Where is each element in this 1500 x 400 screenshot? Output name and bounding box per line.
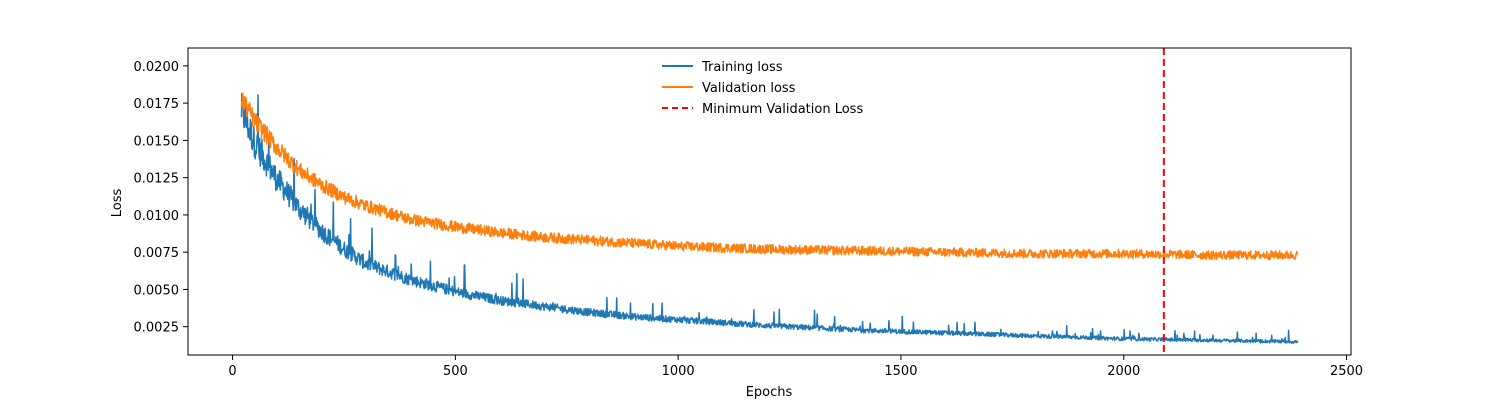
x-tick-label: 0 [228, 364, 236, 379]
x-tick-label: 1000 [662, 364, 695, 379]
x-axis-label: Epochs [746, 385, 793, 400]
x-tick-label: 500 [443, 364, 468, 379]
x-tick-label: 2500 [1330, 364, 1363, 379]
y-tick-label: 0.0050 [134, 283, 180, 298]
training-loss-line [240, 92, 1299, 344]
y-tick-label: 0.0175 [134, 97, 180, 112]
plot-area [188, 48, 1351, 355]
series-layer [240, 48, 1299, 355]
legend-label-min-val: Minimum Validation Loss [702, 102, 863, 117]
validation-loss-line [240, 92, 1299, 261]
x-tick-label: 1500 [884, 364, 917, 379]
y-tick-label: 0.0075 [134, 246, 180, 261]
y-axis-ticks: 0.0025 0.0050 0.0075 0.0100 0.0125 0.0150 0.01… [134, 60, 188, 336]
legend-label-validation: Validation loss [702, 81, 796, 96]
y-tick-label: 0.0100 [134, 209, 180, 224]
y-tick-label: 0.0200 [134, 60, 180, 75]
axes-frame [187, 47, 1352, 356]
y-tick-label: 0.0150 [134, 134, 180, 149]
y-tick-label: 0.0025 [134, 321, 180, 336]
y-axis-label: Loss [110, 189, 125, 218]
x-tick-label: 2000 [1107, 364, 1140, 379]
legend: Training loss Validation loss Minimum Va… [662, 60, 863, 117]
legend-label-training: Training loss [701, 60, 783, 75]
x-axis-ticks: 0 500 1000 1500 2000 2500 [228, 355, 1363, 379]
y-tick-label: 0.0125 [134, 172, 180, 187]
